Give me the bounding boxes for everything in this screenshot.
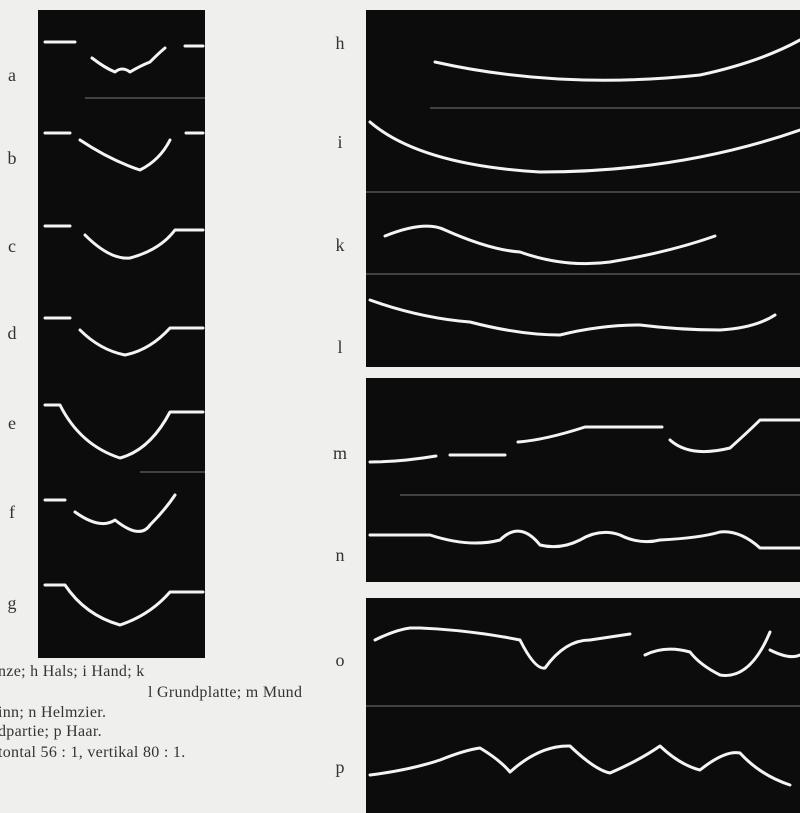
caption-line: dpartie; p Haar. — [0, 723, 102, 740]
panel-label: g — [8, 593, 17, 613]
caption-line: inn; n Helmzier. — [0, 704, 106, 721]
panel-label: f — [9, 502, 15, 522]
caption-line: nze; h Hals; i Hand; k — [0, 663, 145, 680]
right-panel-top — [366, 10, 800, 367]
panel-label: l — [337, 337, 342, 357]
panel-label: k — [336, 235, 345, 255]
panel-label: m — [333, 443, 347, 463]
panel-label: c — [8, 236, 16, 256]
panel-label: i — [337, 132, 342, 152]
page: a b c d e f g h i k l m n o p nze; h Hals; i Hand; kl… — [0, 0, 800, 813]
left-panel — [38, 10, 205, 658]
panel-label: e — [8, 413, 16, 433]
figure: a b c d e f g h i k l m n o p nze; h Hals; i Hand; kl… — [0, 0, 800, 813]
right-panel-middle — [366, 378, 800, 582]
panel-label: h — [336, 33, 345, 53]
panel-label: d — [8, 323, 17, 343]
panel-label: p — [336, 757, 345, 777]
caption-line: tontal 56 : 1, vertikal 80 : 1. — [0, 744, 186, 761]
panel-label: n — [336, 545, 345, 565]
panel-label: b — [8, 148, 17, 168]
caption-line: l Grundplatte; m Mund — [148, 684, 302, 701]
panel-label: a — [8, 65, 16, 85]
panel-label: o — [336, 650, 345, 670]
